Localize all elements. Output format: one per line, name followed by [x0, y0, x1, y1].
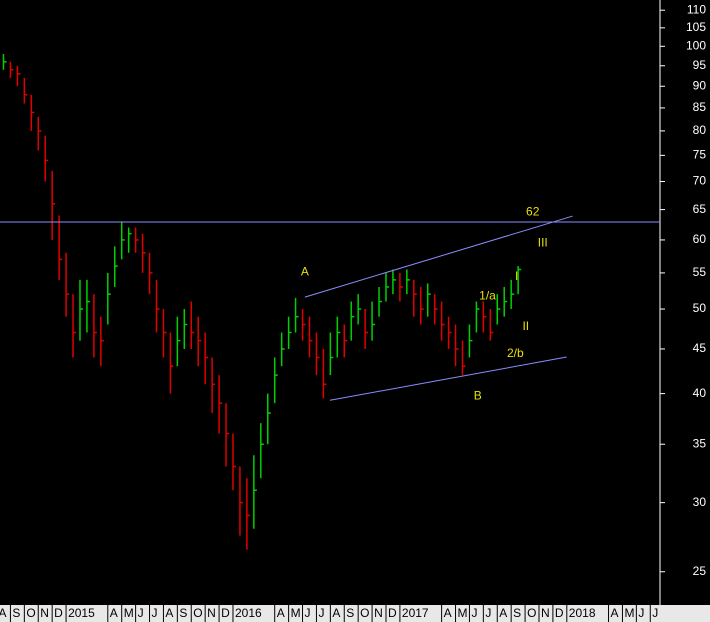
- y-tick-label: 35: [693, 436, 707, 450]
- y-tick-label: 50: [693, 301, 707, 315]
- y-tick-label: 85: [693, 100, 707, 114]
- x-tick-label: M: [124, 606, 134, 620]
- y-tick-label: 80: [693, 123, 707, 137]
- x-tick-label: D: [54, 606, 63, 620]
- x-tick-label: O: [26, 606, 35, 620]
- x-tick-label: J: [305, 606, 311, 620]
- x-tick-label: D: [388, 606, 397, 620]
- x-tick-label: J: [638, 606, 644, 620]
- x-tick-label: J: [152, 606, 158, 620]
- x-tick-label: A: [332, 606, 340, 620]
- x-tick-label: J: [485, 606, 491, 620]
- y-tick-label: 110: [687, 2, 706, 16]
- x-tick-label: N: [40, 606, 49, 620]
- annotation: 2/b: [507, 346, 524, 360]
- annotation: 1/a: [479, 289, 496, 303]
- x-tick-label: 2015: [68, 606, 95, 620]
- x-tick-label: J: [138, 606, 144, 620]
- y-tick-label: 75: [693, 148, 707, 162]
- x-tick-label: N: [207, 606, 216, 620]
- x-tick-label: M: [291, 606, 301, 620]
- x-tick-label: A: [277, 606, 285, 620]
- x-tick-label: M: [624, 606, 634, 620]
- y-tick-label: 105: [686, 20, 706, 34]
- annotation: I: [515, 269, 518, 283]
- x-tick-label: O: [193, 606, 202, 620]
- y-tick-label: 65: [693, 202, 707, 216]
- x-tick-label: N: [541, 606, 550, 620]
- x-tick-label: O: [527, 606, 536, 620]
- x-tick-label: 2017: [402, 606, 429, 620]
- y-tick-label: 90: [693, 78, 707, 92]
- x-tick-label: 2016: [235, 606, 262, 620]
- x-tick-label: S: [179, 606, 187, 620]
- x-tick-label: A: [499, 606, 507, 620]
- x-tick-label: S: [346, 606, 354, 620]
- annotation: 62: [526, 205, 540, 219]
- y-tick-label: 55: [693, 265, 707, 279]
- x-tick-label: A: [444, 606, 452, 620]
- annotation: III: [538, 235, 548, 249]
- trend-line: [304, 215, 573, 298]
- x-axis-strip: [0, 605, 710, 622]
- y-tick-label: 45: [693, 341, 707, 355]
- plot-background: [0, 0, 660, 605]
- y-tick-label: 60: [693, 232, 707, 246]
- x-tick-label: O: [360, 606, 369, 620]
- x-tick-label: J: [652, 606, 658, 620]
- y-tick-label: 95: [693, 58, 707, 72]
- x-tick-label: A: [611, 606, 619, 620]
- x-tick-label: A: [0, 606, 7, 620]
- y-tick-label: 70: [693, 174, 707, 188]
- x-tick-label: D: [221, 606, 230, 620]
- y-tick-label: 30: [693, 495, 707, 509]
- x-tick-label: S: [513, 606, 521, 620]
- x-tick-label: D: [555, 606, 564, 620]
- x-tick-label: N: [374, 606, 383, 620]
- x-tick-label: 2018: [569, 606, 596, 620]
- x-tick-label: A: [110, 606, 118, 620]
- y-tick-label: 40: [693, 386, 707, 400]
- y-tick-label: 100: [686, 38, 706, 52]
- x-tick-label: J: [318, 606, 324, 620]
- annotation: II: [522, 319, 529, 333]
- annotation: B: [474, 389, 482, 403]
- annotation: A: [301, 264, 309, 278]
- x-tick-label: J: [471, 606, 477, 620]
- x-tick-label: A: [165, 606, 173, 620]
- x-tick-label: S: [12, 606, 20, 620]
- y-tick-label: 25: [693, 564, 707, 578]
- trend-line: [329, 356, 567, 401]
- x-tick-label: M: [458, 606, 468, 620]
